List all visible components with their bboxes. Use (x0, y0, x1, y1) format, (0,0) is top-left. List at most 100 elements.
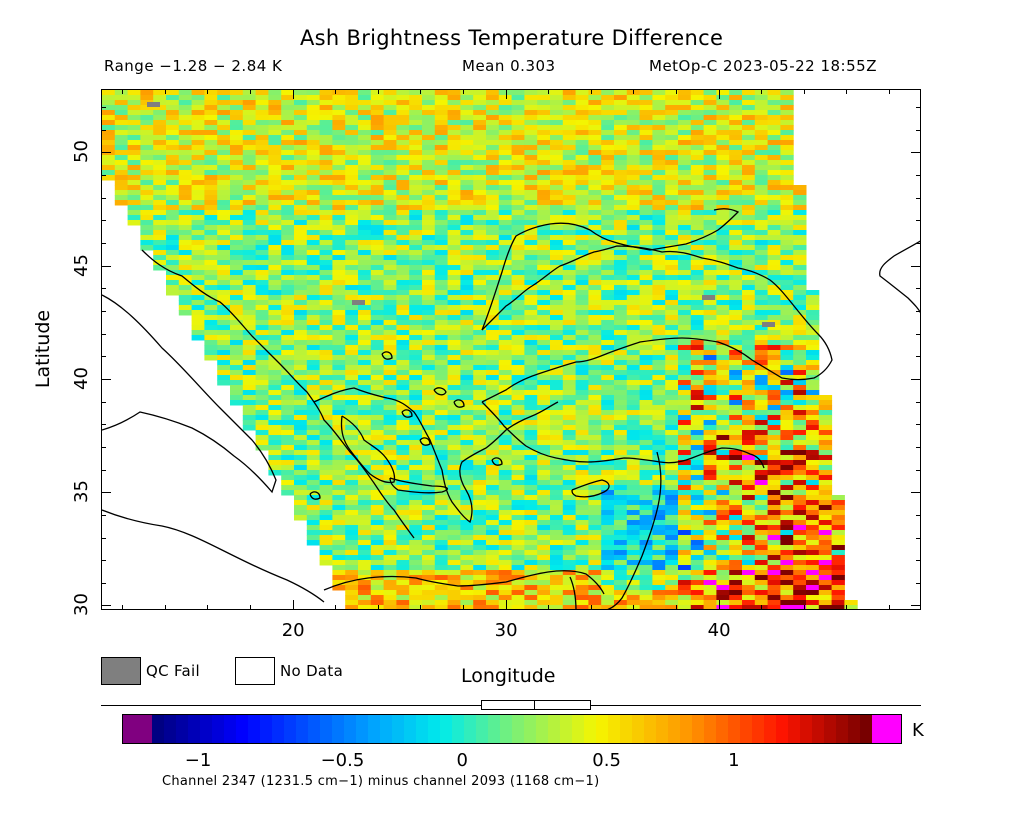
swath-pixel (166, 170, 180, 176)
swath-pixel (703, 560, 717, 566)
swath-pixel (793, 540, 807, 546)
swath-pixel (217, 265, 231, 271)
swath-pixel (332, 535, 346, 541)
swath-pixel (358, 440, 372, 446)
swath-pixel (166, 135, 180, 141)
swath-pixel (588, 490, 602, 496)
swath-pixel (255, 360, 269, 366)
swath-pixel (396, 240, 410, 246)
swath-pixel (537, 325, 551, 331)
swath-pixel (370, 495, 385, 501)
swath-pixel (396, 260, 410, 266)
swath-pixel (793, 340, 807, 346)
swath-pixel (588, 195, 602, 201)
swath-pixel (511, 220, 525, 226)
swath-pixel (588, 415, 602, 421)
swath-pixel (332, 130, 346, 136)
swath-pixel (383, 565, 397, 571)
swath-pixel (652, 275, 666, 281)
swath-pixel (345, 145, 359, 151)
swath-pixel (588, 520, 602, 526)
swath-pixel (665, 120, 679, 126)
swath-pixel (191, 180, 205, 186)
swath-pixel (524, 520, 538, 526)
swath-pixel (409, 470, 423, 476)
swath-pixel (652, 115, 666, 121)
swath-pixel (319, 355, 333, 361)
swath-pixel (294, 190, 308, 196)
swath-pixel (831, 530, 845, 536)
swath-pixel (729, 475, 743, 481)
swath-pixel (716, 360, 730, 366)
swath-pixel (524, 470, 538, 476)
swath-pixel (793, 490, 807, 496)
swath-pixel (358, 495, 372, 501)
swath-pixel (652, 435, 666, 441)
swath-pixel (665, 380, 679, 386)
map-panel[interactable] (101, 89, 921, 610)
swath-pixel (204, 345, 218, 351)
swath-pixel (447, 265, 461, 271)
swath-pixel (639, 275, 653, 281)
swath-pixel (626, 460, 641, 466)
swath-pixel (294, 480, 308, 486)
swath-pixel (434, 390, 449, 396)
swath-pixel (652, 375, 666, 381)
swath-pixel (294, 115, 308, 121)
swath-pixel (652, 595, 666, 601)
swath-pixel (550, 490, 564, 496)
swath-pixel (383, 140, 397, 146)
swath-pixel (562, 205, 577, 211)
swath-pixel (550, 390, 564, 396)
swath-pixel (422, 215, 436, 221)
swath-pixel (626, 500, 641, 506)
swath-pixel (754, 505, 769, 511)
swath-pixel (268, 220, 282, 226)
swath-pixel (678, 480, 692, 486)
swath-pixel (422, 515, 436, 521)
swath-pixel (614, 380, 628, 386)
swath-pixel (447, 410, 461, 416)
swath-pixel (358, 560, 372, 566)
swath-pixel (255, 405, 269, 411)
swath-pixel (422, 570, 436, 576)
swath-pixel (754, 385, 769, 391)
swath-pixel (690, 495, 705, 501)
swath-pixel (793, 500, 807, 506)
swath-pixel (550, 585, 564, 591)
swath-pixel (498, 580, 513, 586)
swath-pixel (447, 315, 461, 321)
swath-pixel (806, 425, 820, 431)
swath-pixel (716, 145, 730, 151)
swath-pixel (511, 200, 525, 206)
swath-pixel (255, 425, 269, 431)
swath-pixel (678, 450, 692, 456)
swath-pixel (460, 165, 474, 171)
swath-pixel (294, 195, 308, 201)
swath-pixel (806, 515, 820, 521)
swath-pixel (345, 340, 359, 346)
swath-pixel (652, 190, 666, 196)
swath-pixel (178, 175, 193, 181)
swath-pixel (742, 595, 756, 601)
swath-pixel (473, 145, 487, 151)
swath-pixel (447, 420, 461, 426)
swath-pixel (818, 590, 833, 596)
swath-pixel (486, 190, 500, 196)
swath-pixel (281, 250, 295, 256)
swath-pixel (575, 305, 589, 311)
swath-pixel (191, 305, 205, 311)
swath-pixel (370, 450, 385, 456)
swath-pixel (729, 320, 743, 326)
swath-pixel (498, 435, 513, 441)
swath-pixel (793, 185, 807, 191)
swath-pixel (678, 245, 692, 251)
swath-pixel (780, 125, 794, 131)
swath-pixel (447, 170, 461, 176)
swath-pixel (473, 360, 487, 366)
swath-pixel (678, 555, 692, 561)
swath-pixel (358, 100, 372, 106)
swath-pixel (217, 170, 231, 176)
swath-pixel (690, 465, 705, 471)
swath-pixel (678, 95, 692, 101)
